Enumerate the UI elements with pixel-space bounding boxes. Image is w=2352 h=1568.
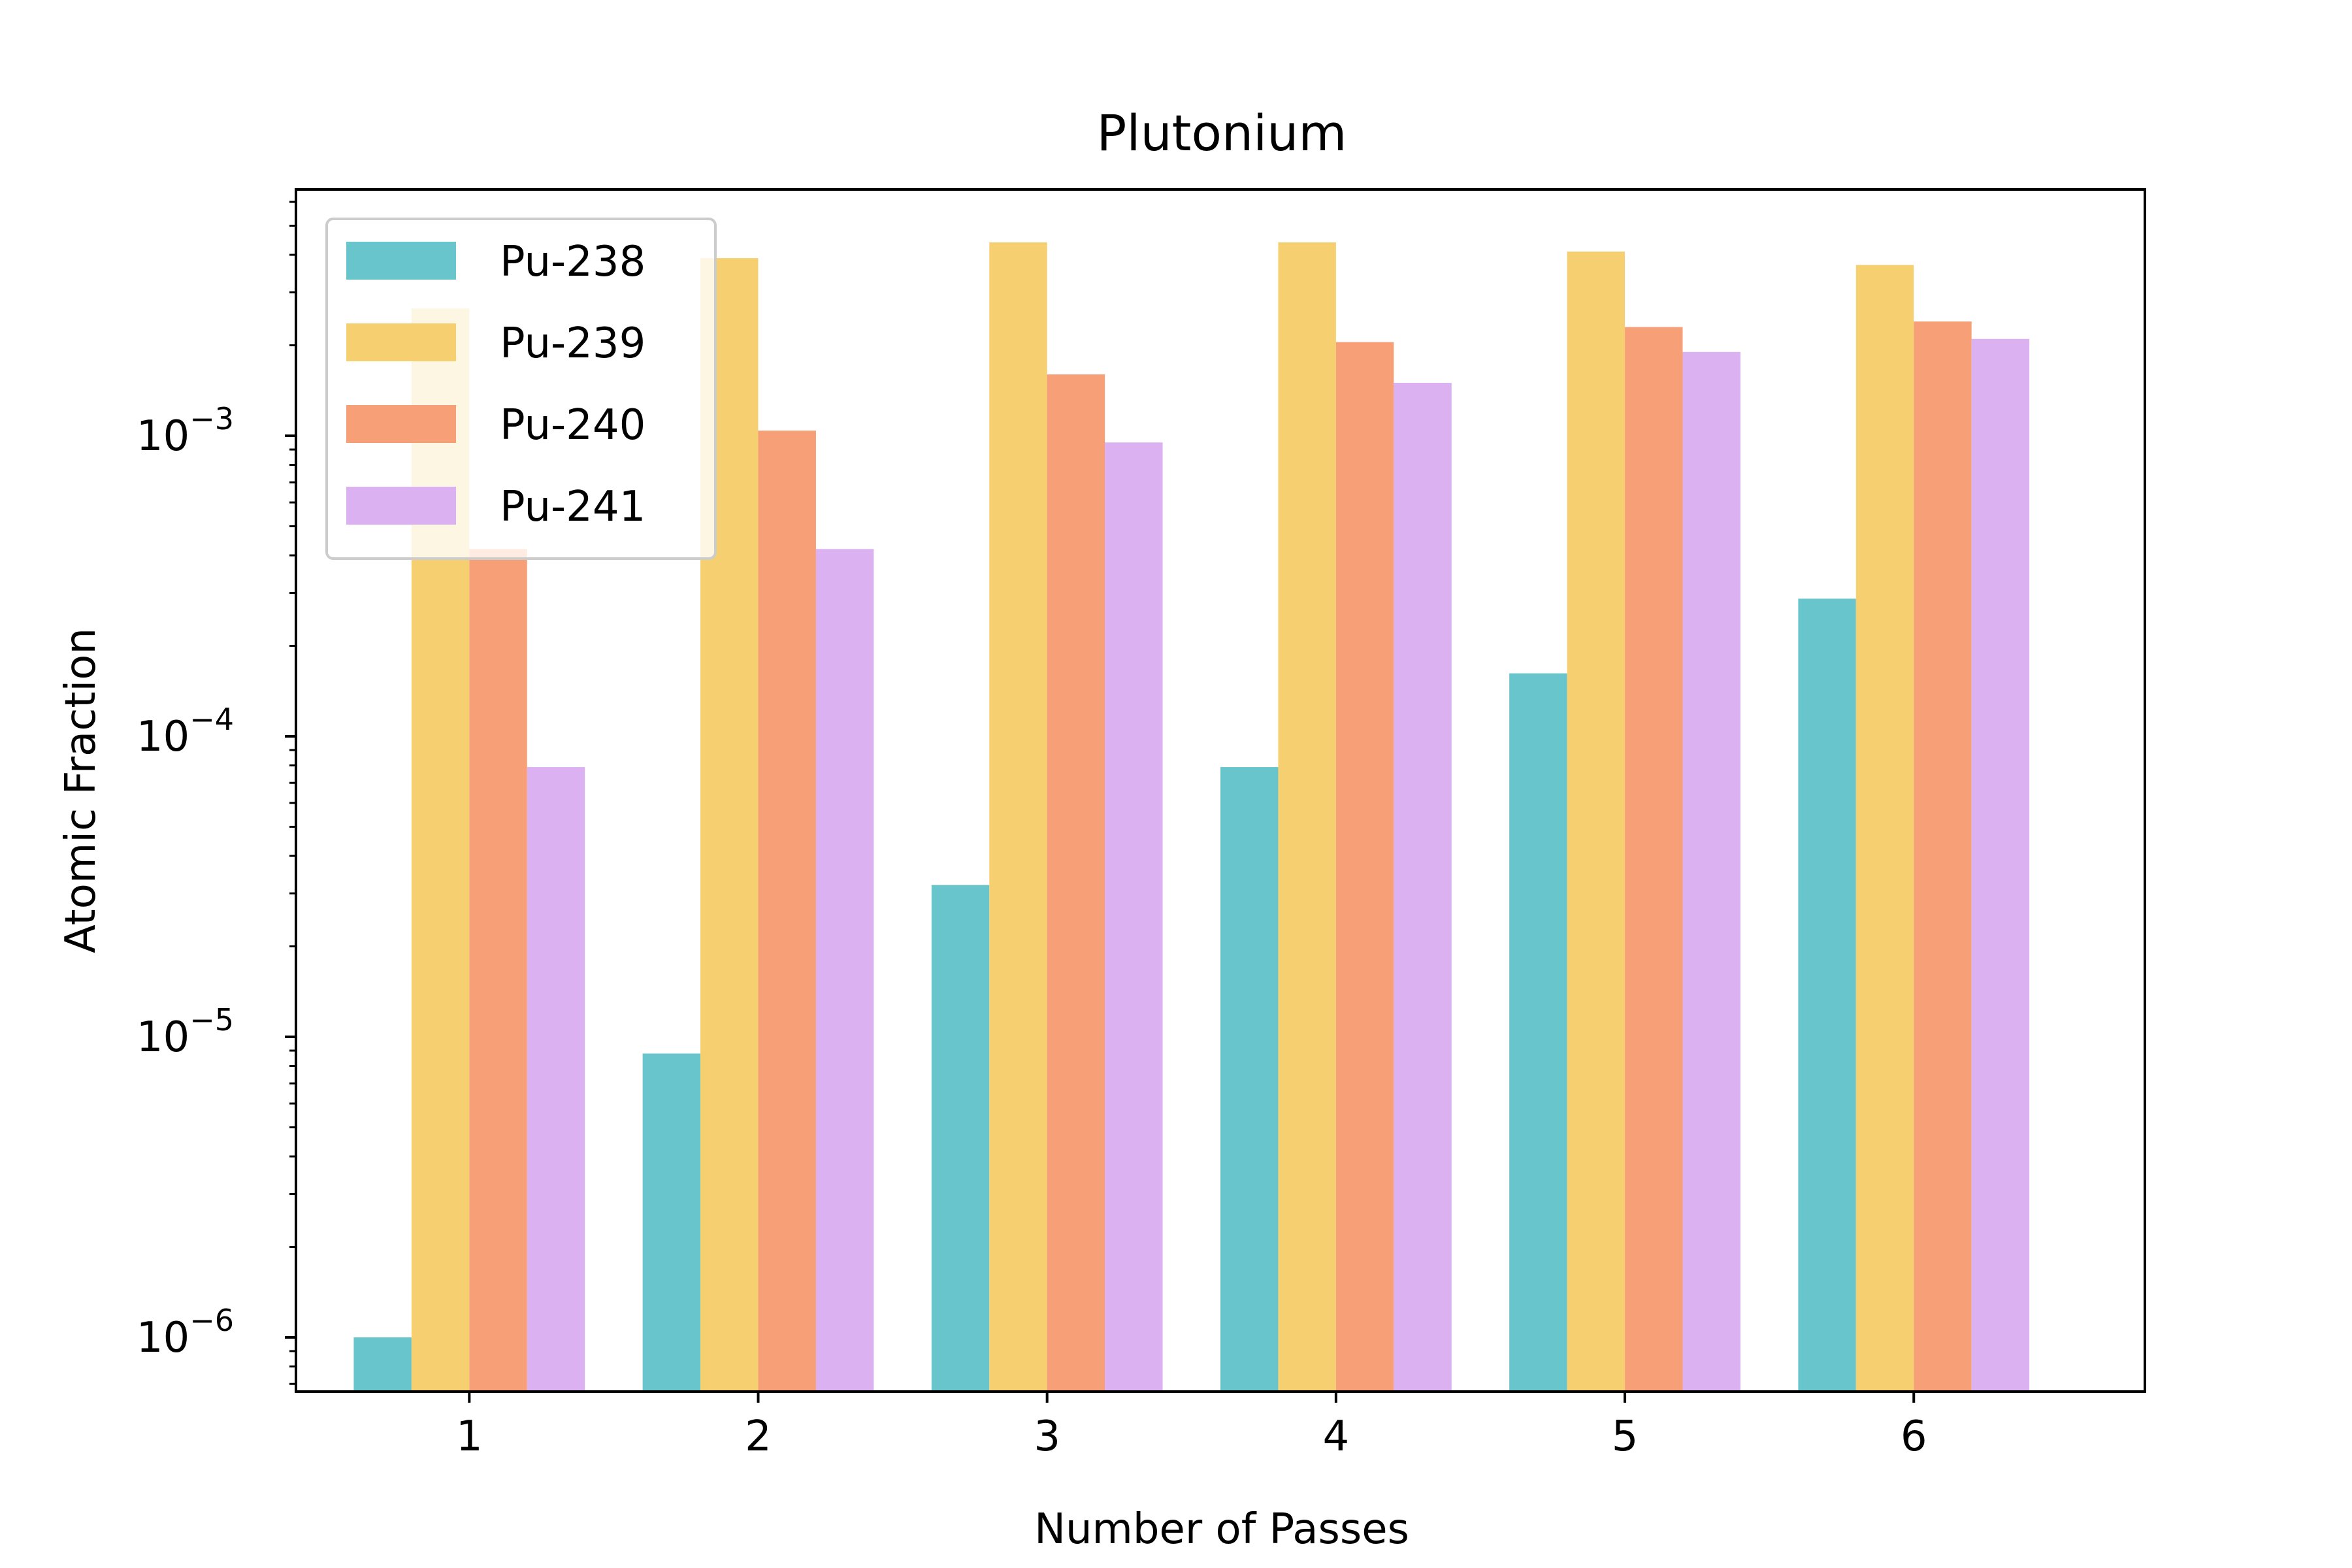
legend-label-pu-240: Pu-240 xyxy=(500,401,645,449)
y-tick-label: 10−3 xyxy=(137,401,234,461)
bar-pu-241-pass-4 xyxy=(1394,382,1452,1392)
legend-swatch-pu-240 xyxy=(346,405,456,443)
x-tick-label: 5 xyxy=(1612,1413,1639,1461)
legend: Pu-238 Pu-239 Pu-240 Pu-241 xyxy=(325,218,717,560)
y-tick-label: 10−6 xyxy=(137,1303,234,1362)
legend-label-pu-238: Pu-238 xyxy=(500,238,645,286)
plot-frame xyxy=(295,188,2146,1393)
y-tick-label: 10−4 xyxy=(137,702,234,761)
legend-label-pu-241: Pu-241 xyxy=(500,483,645,531)
bar-pu-239-pass-3 xyxy=(989,242,1047,1392)
bar-pu-241-pass-5 xyxy=(1682,351,1740,1392)
y-axis-ticks: 10−6 10−5 10−4 10−3 xyxy=(137,201,296,1385)
bar-pu-238-pass-5 xyxy=(1509,673,1567,1392)
bar-pu-240-pass-5 xyxy=(1625,327,1683,1392)
bar-pu-238-pass-1 xyxy=(353,1337,412,1392)
x-tick-label: 3 xyxy=(1034,1413,1060,1461)
bar-pu-240-pass-1 xyxy=(469,549,527,1392)
legend-swatch-pu-239 xyxy=(346,323,456,361)
x-tick-label: 1 xyxy=(456,1413,483,1461)
x-axis-ticks: 1 2 3 4 5 6 xyxy=(456,1392,1927,1461)
bar-pu-238-pass-6 xyxy=(1798,598,1856,1392)
bar-pu-239-pass-6 xyxy=(1855,265,1914,1392)
bars-group xyxy=(353,242,2030,1392)
x-tick-label: 4 xyxy=(1323,1413,1350,1461)
x-axis-title: Number of Passes xyxy=(1034,1505,1409,1554)
bar-pu-238-pass-4 xyxy=(1220,767,1279,1392)
legend-swatch-pu-238 xyxy=(346,242,456,280)
bar-pu-241-pass-2 xyxy=(815,549,874,1392)
bar-pu-239-pass-5 xyxy=(1567,252,1625,1392)
y-axis-title: Atomic Fraction xyxy=(57,628,105,953)
chart-title: Plutonium xyxy=(1097,104,1347,162)
bar-pu-241-pass-1 xyxy=(527,767,585,1392)
bar-pu-241-pass-6 xyxy=(1971,338,2030,1392)
bar-pu-241-pass-3 xyxy=(1105,442,1163,1392)
legend-swatch-pu-241 xyxy=(346,487,456,525)
legend-frame xyxy=(325,218,717,560)
bar-pu-240-pass-4 xyxy=(1335,342,1394,1392)
bar-pu-240-pass-6 xyxy=(1914,321,1972,1392)
bar-pu-239-pass-4 xyxy=(1278,242,1336,1392)
x-tick-label: 2 xyxy=(745,1413,772,1461)
bar-pu-240-pass-3 xyxy=(1047,374,1105,1392)
legend-label-pu-239: Pu-239 xyxy=(500,319,645,368)
bar-pu-238-pass-2 xyxy=(642,1053,701,1392)
bar-pu-240-pass-2 xyxy=(758,431,816,1392)
y-tick-label: 10−5 xyxy=(137,1002,234,1062)
bar-pu-238-pass-3 xyxy=(931,885,990,1392)
x-tick-label: 6 xyxy=(1901,1413,1927,1461)
